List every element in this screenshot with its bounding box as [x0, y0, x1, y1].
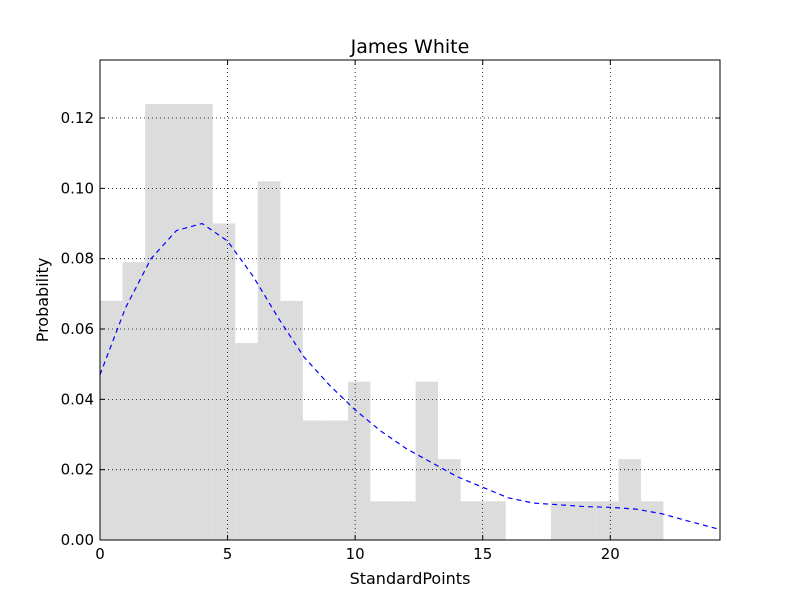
y-tick-label: 0.04	[61, 390, 94, 408]
histogram-bar	[280, 300, 303, 540]
grid-lines	[100, 60, 720, 540]
histogram-bar	[167, 103, 191, 540]
plot-frame	[99, 59, 721, 541]
y-tick-label: 0.06	[61, 320, 94, 338]
histogram-bar	[325, 420, 348, 540]
y-axis-label: Probability	[33, 258, 52, 343]
x-tick-label: 15	[473, 545, 492, 563]
histogram-bar	[302, 420, 326, 540]
x-tick-label: 5	[223, 545, 233, 563]
histogram-bar	[145, 103, 168, 540]
density-curve	[99, 222, 721, 531]
histogram-bar	[415, 381, 439, 540]
y-axis-ticks: 0.00 0.02 0.04 0.06 0.08 0.10 0.12	[61, 109, 720, 549]
histogram-bar	[122, 262, 146, 540]
y-tick-label: 0.12	[61, 109, 94, 127]
histogram-bar	[212, 223, 236, 540]
x-tick-label: 0	[95, 545, 105, 563]
histogram-bar	[257, 181, 281, 541]
histogram-bar	[595, 501, 619, 540]
chart-title: James White	[350, 36, 470, 58]
histogram-bars	[100, 103, 664, 541]
histogram-bar	[483, 501, 506, 540]
histogram-bar	[640, 501, 664, 540]
histogram-bar	[370, 501, 393, 540]
histogram-bar	[190, 103, 213, 540]
x-axis-label: StandardPoints	[350, 569, 471, 588]
histogram-bar	[438, 459, 461, 540]
histogram-bar	[550, 501, 574, 540]
y-tick-label: 0.00	[61, 531, 94, 549]
y-tick-label: 0.10	[61, 179, 94, 197]
y-tick-label: 0.02	[61, 461, 94, 479]
x-tick-label: 20	[601, 545, 620, 563]
histogram-bar	[618, 459, 641, 540]
x-axis-ticks: 0 5 10 15 20	[95, 60, 620, 563]
histogram-bar	[100, 300, 123, 540]
histogram-bar	[348, 381, 371, 540]
histogram-bar	[392, 501, 416, 540]
histogram-bar	[573, 501, 596, 540]
y-tick-label: 0.08	[61, 250, 94, 268]
x-tick-label: 10	[346, 545, 365, 563]
histogram-bar	[235, 343, 258, 540]
histogram-bar	[460, 501, 484, 540]
